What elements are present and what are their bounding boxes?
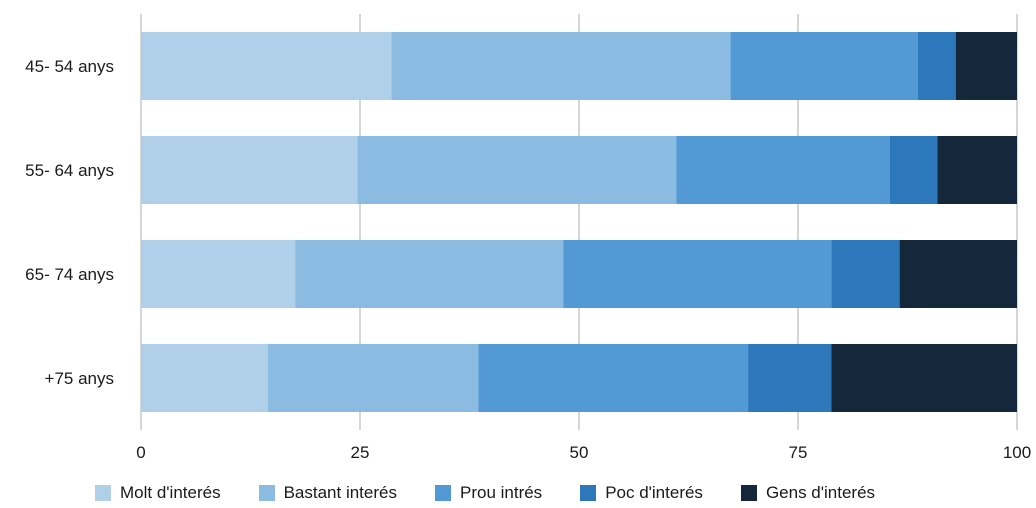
- bar-segment-1-5: [955, 32, 1017, 100]
- bar-segment-1-1: [141, 32, 392, 100]
- legend-swatch: [580, 485, 597, 501]
- x-tick-label-100: 100: [1003, 443, 1031, 462]
- legend-swatch: [258, 485, 275, 501]
- bar-segment-3-2: [295, 240, 564, 308]
- category-label-4: +75 anys: [45, 369, 114, 388]
- x-tick-label-0: 0: [136, 443, 145, 462]
- bar-layer: [141, 32, 1017, 412]
- legend-item-2: Bastant interés: [258, 483, 397, 503]
- legend-swatch: [434, 485, 451, 501]
- bar-segment-1-3: [730, 32, 919, 100]
- bar-segment-4-2: [268, 344, 479, 412]
- legend-label: Poc d'interés: [605, 483, 703, 502]
- bar-segment-1-2: [391, 32, 731, 100]
- stacked-bar-chart: 45- 54 anys 55- 64 anys 65- 74 anys +75 any…: [25, 14, 1031, 462]
- legend-swatch: [95, 485, 111, 501]
- x-tick-label-50: 50: [570, 443, 589, 462]
- legend: Molt d'interés Bastant interés Prou intrés…: [95, 478, 913, 508]
- legend-label: Molt d'interés: [120, 483, 221, 502]
- category-label-2: 55- 64 anys: [25, 161, 114, 180]
- bar-segment-4-1: [141, 344, 269, 412]
- bar-segment-3-4: [831, 240, 900, 308]
- legend-item-4: Poc d'interés: [580, 483, 703, 503]
- x-tick-label-25: 25: [351, 443, 370, 462]
- category-label-1: 45- 54 anys: [25, 57, 114, 76]
- bar-segment-4-3: [478, 344, 749, 412]
- legend-item-5: Gens d'interés: [740, 483, 876, 503]
- bar-segment-2-5: [937, 136, 1017, 204]
- bar-segment-1-4: [918, 32, 956, 100]
- bar-segment-4-5: [831, 344, 1017, 412]
- legend-label: Bastant interés: [283, 483, 397, 502]
- legend-item-3: Prou intrés: [434, 483, 543, 503]
- category-labels: 45- 54 anys 55- 64 anys 65- 74 anys +75 any…: [25, 57, 114, 388]
- legend-swatch: [740, 485, 757, 501]
- bar-segment-2-1: [141, 136, 358, 204]
- bar-segment-2-3: [676, 136, 890, 204]
- bar-segment-3-1: [141, 240, 296, 308]
- bar-segment-4-4: [748, 344, 832, 412]
- legend-label: Prou intrés: [459, 483, 543, 502]
- legend-label: Gens d'interés: [765, 483, 876, 502]
- bar-segment-2-4: [889, 136, 938, 204]
- bar-segment-3-3: [563, 240, 832, 308]
- x-tick-labels: 0 25 50 75 100: [136, 443, 1031, 462]
- x-tick-label-75: 75: [789, 443, 808, 462]
- bar-segment-3-5: [899, 240, 1017, 308]
- category-label-3: 65- 74 anys: [25, 265, 114, 284]
- legend-item-1: Molt d'interés: [95, 483, 221, 503]
- bar-segment-2-2: [357, 136, 677, 204]
